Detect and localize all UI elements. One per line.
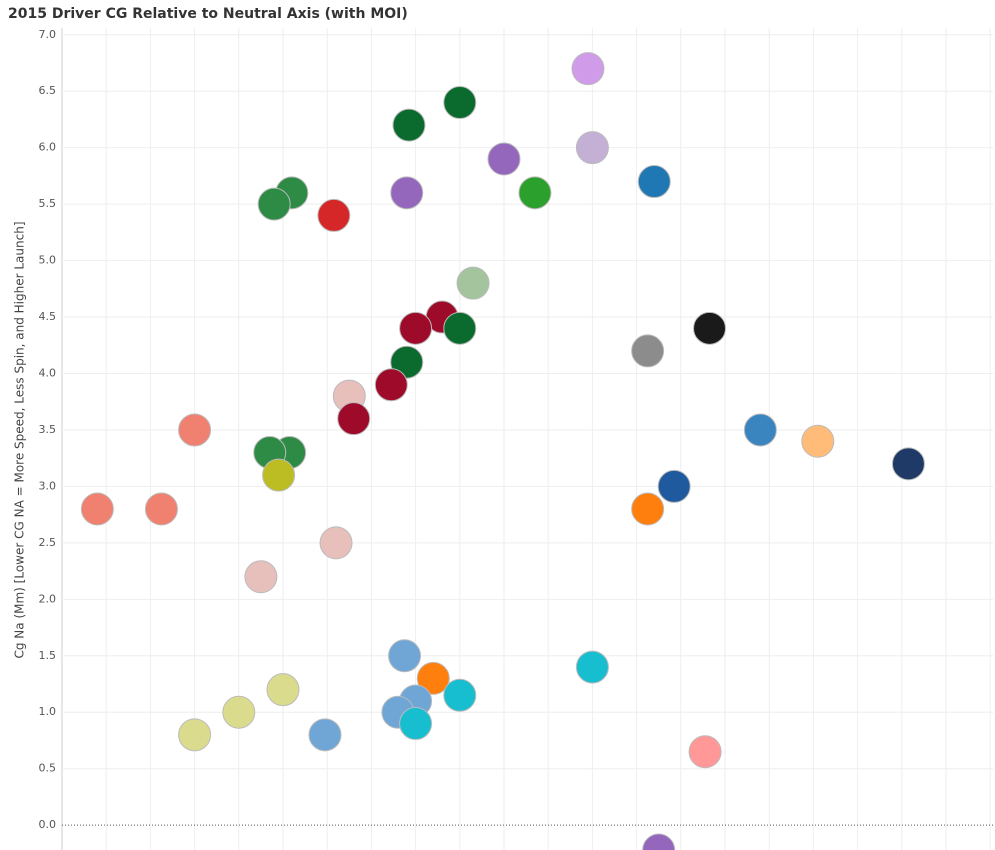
point [257, 187, 291, 221]
point [317, 198, 351, 232]
y-tick-label: 6.5 [39, 84, 57, 97]
point [262, 458, 296, 492]
y-tick-label: 5.5 [39, 197, 57, 210]
y-tick-label: 6.0 [39, 141, 57, 154]
point [266, 673, 300, 707]
point [388, 639, 422, 673]
point [571, 52, 605, 86]
point [443, 678, 477, 712]
point [178, 718, 212, 752]
point [631, 334, 665, 368]
grid: 0.0 0.5 1.0 1.5 2.0 2.5 3.0 3.5 4.0 4.5 5.0 5.5 6.0 6… [39, 28, 993, 850]
point [80, 492, 114, 526]
point [392, 108, 426, 142]
point [637, 165, 671, 199]
point [443, 311, 477, 345]
point [801, 424, 835, 458]
y-tick-label: 7.0 [39, 28, 57, 41]
point [657, 469, 691, 503]
point [319, 526, 353, 560]
y-tick-label: 0.5 [39, 762, 57, 775]
y-tick-label: 0.0 [39, 818, 57, 831]
y-tick-label: 4.5 [39, 310, 57, 323]
point [693, 311, 727, 345]
y-tick-label: 1.0 [39, 705, 57, 718]
chart-title: 2015 Driver CG Relative to Neutral Axis … [8, 6, 408, 22]
y-tick-label: 3.5 [39, 423, 57, 436]
point [308, 718, 342, 752]
point [337, 402, 371, 436]
y-tick-label: 2.0 [39, 592, 57, 605]
point [487, 142, 521, 176]
point [244, 560, 278, 594]
y-tick-label: 5.0 [39, 254, 57, 267]
point [642, 833, 676, 850]
point [390, 176, 424, 210]
y-axis-label: Cg Na (Mm) [Lower CG NA = More Speed, Le… [13, 221, 27, 658]
point [178, 413, 212, 447]
point [399, 707, 433, 741]
point [416, 661, 450, 695]
point [518, 176, 552, 210]
point [222, 695, 256, 729]
y-tick-label: 2.5 [39, 536, 57, 549]
point [443, 86, 477, 120]
point [631, 492, 665, 526]
y-tick-label: 4.0 [39, 367, 57, 380]
point [688, 735, 722, 769]
point [575, 131, 609, 165]
point [374, 368, 408, 402]
point [891, 447, 925, 481]
point [144, 492, 178, 526]
point [743, 413, 777, 447]
point [575, 650, 609, 684]
y-tick-label: 1.5 [39, 649, 57, 662]
points [80, 52, 925, 850]
point [456, 266, 490, 300]
point [399, 311, 433, 345]
y-tick-label: 3.0 [39, 479, 57, 492]
